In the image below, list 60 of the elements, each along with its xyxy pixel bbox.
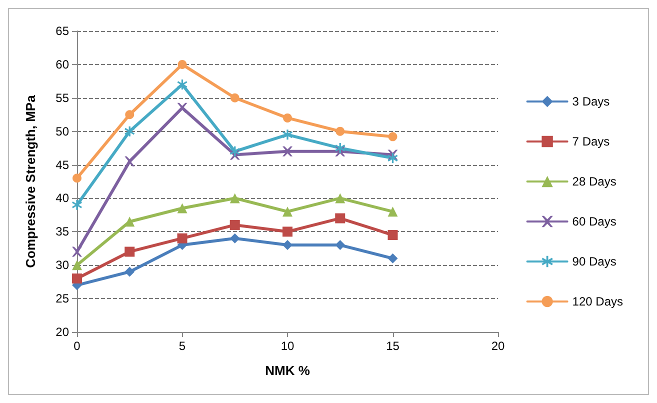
point bbox=[282, 146, 292, 156]
point bbox=[177, 80, 188, 90]
point bbox=[124, 246, 135, 257]
point bbox=[72, 200, 82, 210]
y-tick-label: 30 bbox=[56, 258, 70, 272]
y-tick-label: 20 bbox=[56, 325, 70, 339]
point bbox=[335, 240, 346, 250]
y-tick-label: 65 bbox=[56, 24, 70, 38]
point bbox=[177, 203, 188, 214]
y-tick-label: 35 bbox=[56, 224, 70, 239]
x-tick-label: 5 bbox=[178, 339, 186, 353]
y-tick-label: 55 bbox=[56, 90, 70, 105]
point bbox=[230, 93, 240, 102]
y-axis-title: Compressive Strength, MPa bbox=[23, 94, 38, 268]
point bbox=[177, 102, 188, 113]
point bbox=[72, 260, 82, 270]
y-tick-label: 50 bbox=[56, 124, 70, 138]
point bbox=[388, 153, 398, 164]
legend-label: 7 Days bbox=[572, 134, 610, 148]
point bbox=[125, 110, 134, 120]
legend-label: 3 Days bbox=[572, 94, 610, 108]
point bbox=[72, 273, 82, 284]
legend-label: 28 Days bbox=[572, 174, 616, 188]
point bbox=[72, 174, 82, 183]
x-tick-label: 20 bbox=[491, 339, 505, 353]
legend-label: 60 Days bbox=[572, 214, 616, 228]
point bbox=[177, 233, 188, 244]
point bbox=[124, 126, 135, 136]
x-tick-label: 0 bbox=[74, 339, 81, 353]
point bbox=[230, 220, 240, 230]
point bbox=[388, 206, 398, 217]
point bbox=[335, 213, 346, 224]
point bbox=[178, 60, 187, 69]
point bbox=[335, 143, 346, 154]
point bbox=[282, 206, 292, 217]
point bbox=[230, 146, 240, 156]
point bbox=[282, 130, 292, 140]
point bbox=[230, 193, 240, 204]
point bbox=[388, 132, 398, 142]
point bbox=[124, 156, 135, 166]
point bbox=[282, 240, 292, 250]
y-tick-label: 60 bbox=[56, 57, 70, 72]
point bbox=[230, 233, 240, 244]
x-tick-label: 15 bbox=[386, 339, 400, 353]
point bbox=[388, 230, 398, 240]
point bbox=[336, 126, 345, 136]
x-axis-title: NMK % bbox=[265, 363, 310, 378]
point bbox=[335, 193, 346, 204]
point bbox=[124, 216, 135, 227]
y-tick-label: 25 bbox=[56, 292, 70, 306]
legend-label: 120 Days bbox=[572, 294, 624, 308]
point bbox=[124, 266, 135, 277]
y-tick-label: 40 bbox=[56, 191, 70, 206]
legend-label: 90 Days bbox=[572, 254, 616, 268]
point bbox=[388, 253, 398, 264]
y-tick-label: 45 bbox=[56, 158, 70, 172]
point bbox=[282, 226, 292, 237]
point bbox=[72, 246, 82, 257]
x-tick-label: 10 bbox=[280, 339, 294, 353]
point bbox=[283, 113, 292, 122]
